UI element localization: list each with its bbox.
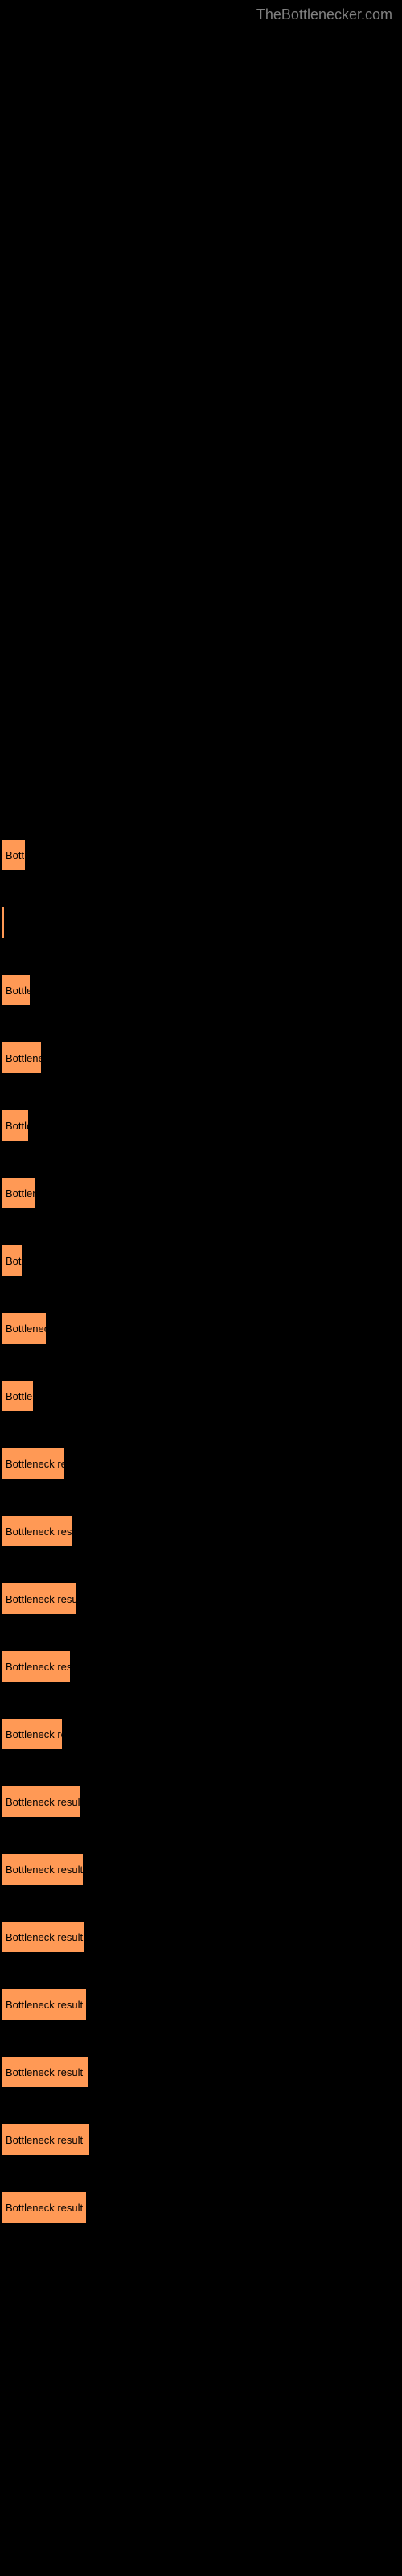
bar: Bottleneck result	[2, 1853, 84, 1885]
bar-row: Bottle	[0, 956, 402, 1024]
bar-row: Bottle	[0, 1092, 402, 1159]
bar-row: Bottleneck resu	[0, 1633, 402, 1700]
bar-row: Bottleneck	[0, 1294, 402, 1362]
bar-row: Bottleneck result	[0, 2038, 402, 2106]
bar: Bottleneck resu	[2, 1650, 71, 1682]
bar-row: Bottleneck resu	[0, 1497, 402, 1565]
bar: Bottleneck result	[2, 2124, 90, 2156]
bar-chart: Bott Bottle Bottlenec Bottle Bottlen Bot Bottl…	[0, 821, 402, 2241]
bar-label: Bottleneck res	[6, 1458, 64, 1470]
bar-label: Bottleneck result	[6, 2066, 83, 2079]
bar-label: Bottlen	[6, 1187, 35, 1199]
bar-row: Bottleneck result	[0, 2174, 402, 2241]
bar-label: Bottleneck result	[6, 1999, 83, 2011]
bar: Bottleneck result	[2, 2191, 87, 2223]
bar-row: Bottleneck re	[0, 1700, 402, 1768]
bar-label: Bottleneck resu	[6, 1661, 71, 1673]
bar-label: Bottleneck result	[6, 1593, 77, 1605]
bar-label: Bottleneck resu	[6, 1525, 72, 1538]
bar-label: Bottle	[6, 985, 31, 997]
bar-row: Bot	[0, 1227, 402, 1294]
bar-label: Bottlenec	[6, 1052, 42, 1064]
bar-label: Bottleneck result	[6, 1796, 80, 1808]
bar: Bottlen	[2, 1380, 34, 1412]
bar: Bottleneck res	[2, 1447, 64, 1480]
bar-label: Bottleneck	[6, 1323, 47, 1335]
bar: Bottle	[2, 974, 31, 1006]
bar: Bottleneck result	[2, 2056, 88, 2088]
bar-label: Bottleneck result	[6, 2202, 83, 2214]
bar-row: Bottleneck result	[0, 1971, 402, 2038]
bar-row: Bottlen	[0, 1362, 402, 1430]
bar: Bott	[2, 839, 26, 871]
bar-row	[0, 889, 402, 956]
bar-row: Bottlenec	[0, 1024, 402, 1092]
bar: Bottleneck resu	[2, 1515, 72, 1547]
bar-label: Bottleneck result	[6, 1864, 83, 1876]
bar-row: Bott	[0, 821, 402, 889]
bar: Bottleneck result	[2, 1785, 80, 1818]
watermark-text: TheBottlenecker.com	[256, 6, 392, 23]
bar-label: Bottlen	[6, 1390, 34, 1402]
bar-label: Bottleneck result	[6, 2134, 83, 2146]
bar	[2, 906, 5, 939]
bar-row: Bottleneck result	[0, 1768, 402, 1835]
bar-row: Bottleneck result	[0, 2106, 402, 2174]
bar-label: Bott	[6, 849, 24, 861]
bar: Bottleneck re	[2, 1718, 63, 1750]
bar: Bottleneck result	[2, 1921, 85, 1953]
bar: Bottlenec	[2, 1042, 42, 1074]
bar: Bottlen	[2, 1177, 35, 1209]
bar-row: Bottleneck result	[0, 1903, 402, 1971]
bar-row: Bottleneck result	[0, 1565, 402, 1633]
bar-label: Bottleneck re	[6, 1728, 63, 1740]
bar-label: Bottleneck result	[6, 1931, 83, 1943]
bar: Bottleneck result	[2, 1583, 77, 1615]
bar-row: Bottleneck res	[0, 1430, 402, 1497]
bar-label: Bot	[6, 1255, 22, 1267]
bar-label: Bottle	[6, 1120, 29, 1132]
bar: Bottleneck result	[2, 1988, 87, 2021]
bar: Bottle	[2, 1109, 29, 1141]
bar-row: Bottlen	[0, 1159, 402, 1227]
bar-row: Bottleneck result	[0, 1835, 402, 1903]
bar: Bottleneck	[2, 1312, 47, 1344]
bar: Bot	[2, 1245, 23, 1277]
